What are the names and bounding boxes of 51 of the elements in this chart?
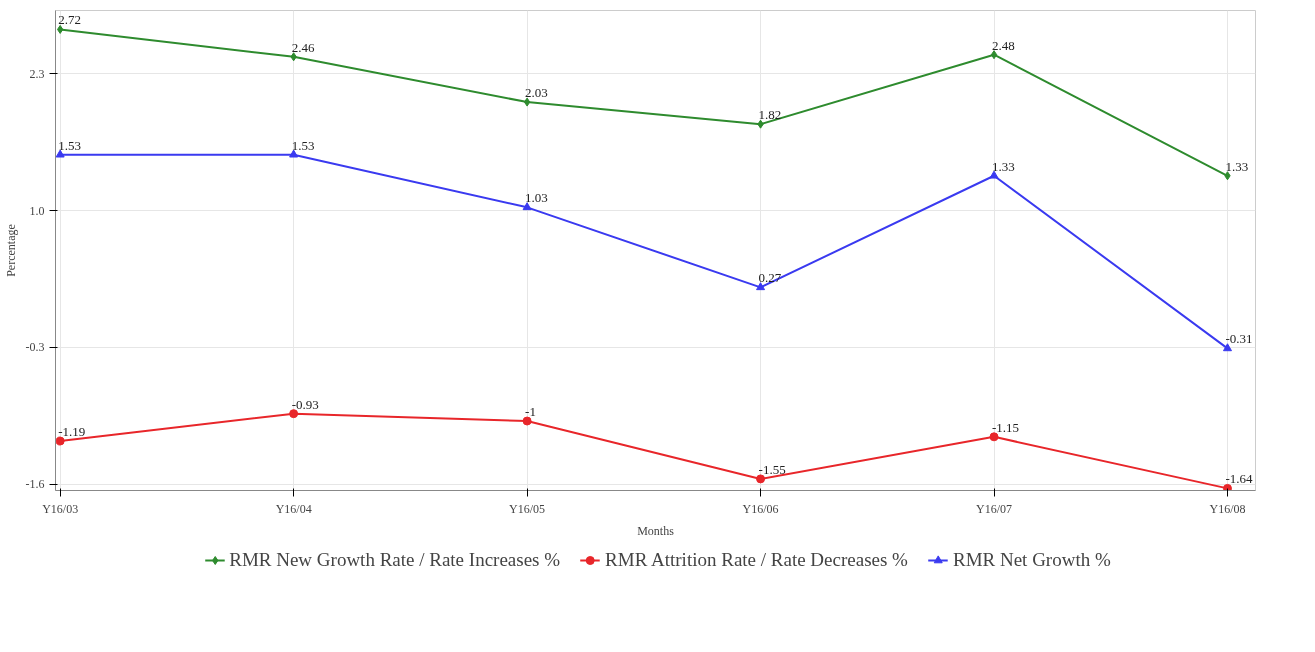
x-tick-label: Y16/03: [42, 501, 79, 516]
data-label: 0.27: [758, 270, 782, 286]
point: [989, 170, 999, 179]
x-tick-label: Y16/04: [275, 501, 312, 516]
data-label: 2.46: [291, 39, 315, 55]
point: [1222, 483, 1232, 491]
x-tick-label: Y16/08: [1209, 501, 1246, 516]
data-label: 1.53: [58, 137, 81, 153]
data-label: -0.93: [291, 396, 319, 412]
data-label: 1.03: [525, 190, 548, 206]
legend-label: RMR Attrition Rate / Rate Decreases %: [605, 549, 908, 571]
data-label: -1.55: [758, 461, 786, 477]
y-axis-title: Percentage: [3, 224, 18, 277]
point: [1224, 171, 1231, 181]
point: [1222, 343, 1232, 352]
data-label: -1.19: [58, 424, 86, 440]
y-tick-label: 2.3: [29, 66, 45, 81]
data-label: 1.33: [1225, 158, 1249, 174]
point: [55, 436, 65, 446]
y-tick-label: -1.6: [25, 477, 45, 492]
point: [757, 119, 764, 129]
legend-label: RMR New Growth Rate / Rate Increases %: [229, 549, 561, 571]
x-axis-title: Months: [637, 523, 675, 538]
legend-label: RMR Net Growth %: [952, 549, 1111, 571]
data-label: -1.15: [992, 419, 1020, 435]
point: [990, 50, 998, 60]
data-label: 1.82: [758, 107, 782, 123]
point: [522, 416, 532, 426]
data-label: -1.64: [1225, 471, 1254, 487]
point: [57, 24, 64, 34]
data-label: -0.31: [1225, 331, 1253, 347]
data-label: 2.48: [992, 37, 1015, 53]
data-label: 2.72: [58, 12, 81, 28]
data-label: 1.53: [291, 137, 315, 153]
point: [989, 432, 999, 442]
point: [756, 474, 766, 484]
point: [756, 282, 766, 291]
x-tick-label: Y16/07: [976, 501, 1013, 516]
point: [55, 149, 65, 158]
x-tick-label: Y16/05: [509, 501, 546, 516]
point: [289, 409, 299, 419]
x-tick-label: Y16/06: [742, 501, 779, 516]
data-label: 1.33: [992, 158, 1015, 174]
point: [522, 202, 532, 211]
data-label: -1: [525, 404, 536, 420]
point: [523, 97, 531, 107]
data-label: 2.03: [525, 85, 548, 101]
y-tick-label: -0.3: [25, 340, 45, 355]
point: [289, 149, 299, 158]
y-tick-label: 1.0: [29, 203, 45, 218]
point: [290, 52, 297, 62]
